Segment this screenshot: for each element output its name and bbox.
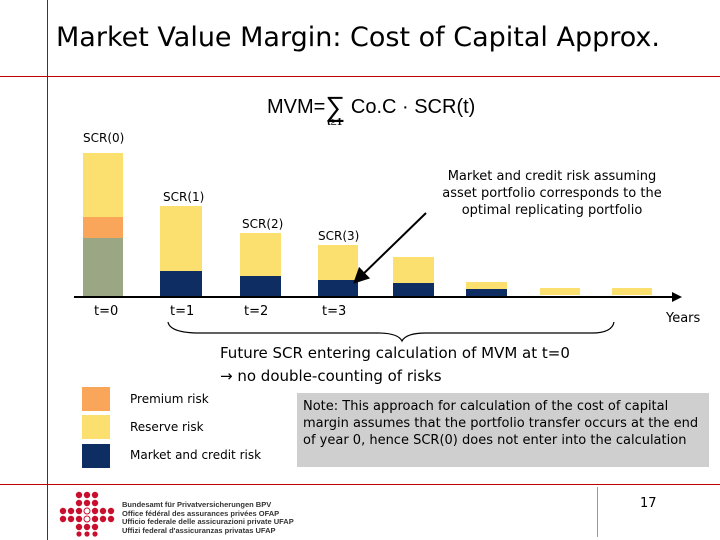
bar-scr4-market — [393, 283, 434, 296]
legend-swatch-reserve — [82, 415, 110, 439]
future-line-1: Future SCR entering calculation of MVM a… — [220, 344, 570, 362]
agency-name-line: Uffizi federal d'assicuranzas privatas U… — [122, 525, 276, 535]
bar-scr3-market — [318, 280, 358, 296]
footer-divider-line — [0, 484, 720, 485]
future-line-2: → no double-counting of risks — [220, 365, 570, 388]
bar-label-scr2: SCR(2) — [242, 217, 284, 231]
agency-name: Bundesamt für Privatversicherungen BPV O… — [122, 500, 294, 535]
swiss-cross-logo-icon — [59, 491, 115, 537]
legend-swatch-premium — [82, 387, 110, 411]
bar-scr6-reserve — [540, 288, 580, 295]
agency-name-line: Ufficio federale delle assicurazioni pri… — [122, 517, 294, 527]
risk-annotation: Market and credit risk assuming asset po… — [442, 169, 662, 218]
bar-scr1-reserve — [160, 206, 202, 271]
bar-scr4-reserve — [393, 257, 434, 283]
mvm-formula: MVM=∑ Co.C · SCR(t) — [267, 88, 476, 122]
page-number-box — [597, 487, 708, 537]
formula-subscript: t≥1 — [327, 116, 343, 128]
x-axis-arrowhead — [672, 292, 682, 302]
x-axis-label: Years — [666, 311, 701, 326]
vertical-accent-line — [47, 0, 48, 540]
annotation-pointer-arrow — [353, 212, 427, 284]
slide-title: Market Value Margin: Cost of Capital App… — [56, 22, 660, 53]
bar-label-scr3: SCR(3) — [318, 229, 360, 243]
legend-swatch-market — [82, 444, 110, 468]
tick-t1: t=1 — [170, 304, 195, 319]
tick-t2: t=2 — [244, 304, 269, 319]
bar-label-scr1: SCR(1) — [163, 190, 205, 204]
tick-t3: t=3 — [322, 304, 347, 319]
bar-scr0-market — [83, 238, 123, 296]
legend-label-market: Market and credit risk — [130, 448, 262, 462]
bar-scr0-reserve — [83, 153, 123, 217]
legend-label-reserve: Reserve risk — [130, 420, 204, 434]
bar-scr2-market — [240, 276, 281, 296]
bar-scr5-reserve — [466, 282, 507, 289]
bar-scr1-market — [160, 271, 202, 296]
bar-scr0-premium — [83, 217, 123, 238]
bar-scr2-reserve — [240, 233, 281, 276]
future-scr-text: Future SCR entering calculation of MVM a… — [220, 342, 570, 388]
formula-rhs: Co.C · SCR(t) — [350, 96, 476, 118]
bar-scr7-reserve — [612, 288, 652, 295]
bar-scr3-reserve — [318, 245, 358, 280]
future-line-2-text: no double-counting of risks — [237, 367, 442, 385]
page-number: 17 — [640, 496, 657, 511]
right-arrow-icon: → — [220, 367, 233, 385]
tick-t0: t=0 — [94, 304, 119, 319]
formula-sigma: ∑ — [325, 91, 346, 122]
bar-scr5-market — [466, 289, 507, 296]
bar-label-scr0: SCR(0) — [83, 131, 125, 145]
legend-label-premium: Premium risk — [130, 392, 209, 406]
x-axis — [74, 296, 674, 298]
title-divider-line — [0, 76, 720, 77]
formula-lhs: MVM= — [267, 96, 326, 118]
agency-name-line: Office fédéral des assurances privées OF… — [122, 508, 280, 518]
note-box: Note: This approach for calculation of t… — [297, 393, 709, 467]
agency-name-line: Bundesamt für Privatversicherungen BPV — [122, 500, 272, 509]
future-scr-brace — [167, 321, 615, 343]
